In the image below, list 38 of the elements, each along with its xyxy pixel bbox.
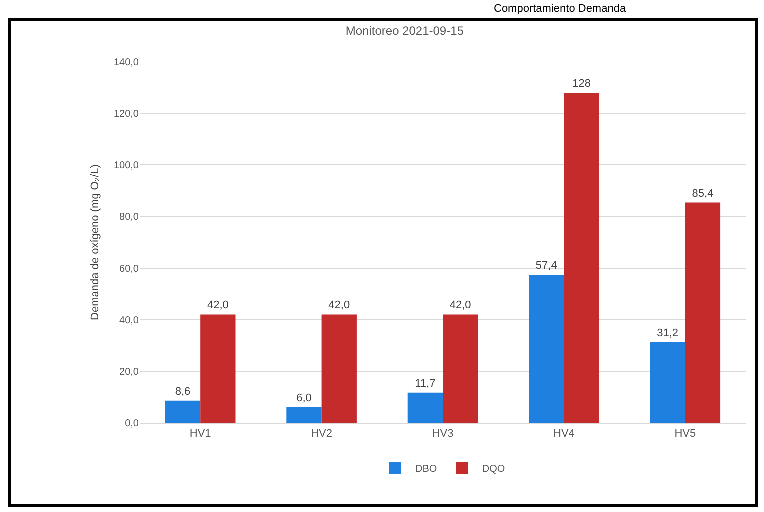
x-tick-label: HV1 <box>190 428 212 440</box>
data-label: 6,0 <box>296 392 312 405</box>
data-label: 8,6 <box>175 386 191 398</box>
bar <box>200 314 236 423</box>
legend-label: DBO <box>416 464 438 475</box>
bar <box>650 342 686 423</box>
y-tick-label: 80,0 <box>120 212 140 224</box>
bar <box>529 274 564 423</box>
y-tick-label: 20,0 <box>120 366 140 378</box>
bar <box>286 408 322 423</box>
chart-title: Monitoreo 2021-09-15 <box>346 24 464 38</box>
x-tick-label: HV3 <box>432 428 454 440</box>
text: Comportamiento Demanda <box>494 3 627 15</box>
y-axis-title: Demanda de oxígeno (mg O₂/L) <box>90 164 102 320</box>
x-tick-label: HV5 <box>674 428 696 440</box>
bar <box>443 314 478 423</box>
x-tick-label: HV4 <box>553 428 575 440</box>
x-tick-label: HV2 <box>311 428 333 440</box>
legend-label: DQO <box>482 464 506 475</box>
data-label: 42,0 <box>207 300 229 312</box>
data-label: 42,0 <box>450 300 472 312</box>
y-tick-label: 40,0 <box>120 315 140 326</box>
y-tick-label: 60,0 <box>120 264 140 275</box>
bar <box>165 400 201 423</box>
y-tick-label: 120,0 <box>114 109 140 120</box>
data-label: 42,0 <box>328 300 350 312</box>
bar <box>322 314 357 423</box>
y-tick-label: 0,0 <box>125 418 140 430</box>
data-label: 57,4 <box>536 260 558 272</box>
y-tick-label: 100,0 <box>114 160 140 172</box>
data-label: 11,7 <box>415 378 436 390</box>
bar <box>564 92 600 423</box>
bar <box>685 202 721 423</box>
data-label: 128 <box>572 78 591 90</box>
bar <box>408 392 443 423</box>
y-tick-label: 140,0 <box>114 58 140 68</box>
data-label: 31,2 <box>657 328 679 340</box>
data-label: 85,4 <box>692 188 714 200</box>
